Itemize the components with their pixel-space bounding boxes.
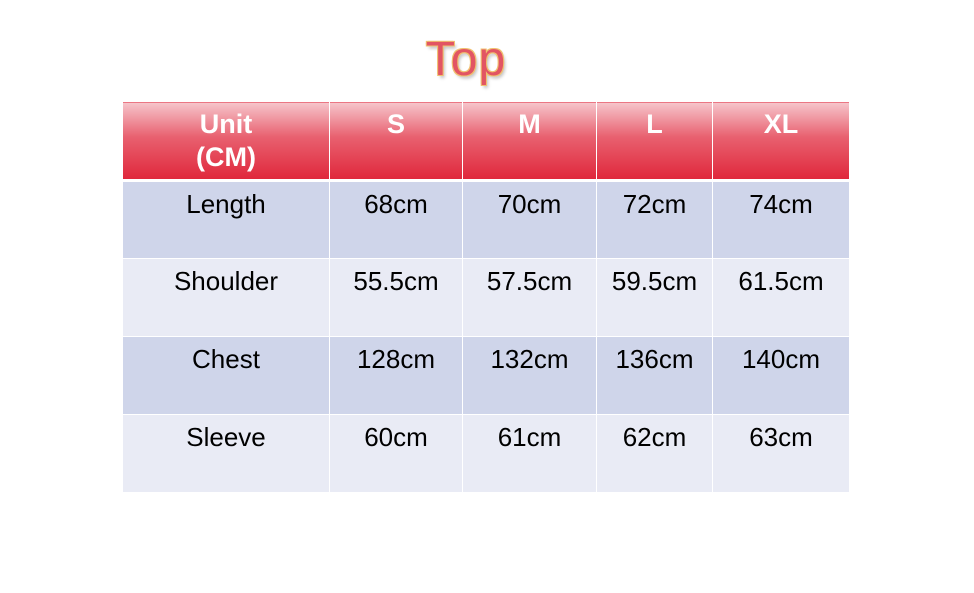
cell: 140cm bbox=[712, 336, 850, 415]
header-xl: XL bbox=[712, 101, 850, 182]
cell: 136cm bbox=[596, 336, 713, 415]
cell: 59.5cm bbox=[596, 258, 713, 337]
table-row: Sleeve 60cm 61cm 62cm 63cm bbox=[122, 414, 850, 493]
cell: 63cm bbox=[712, 414, 850, 493]
cell: 62cm bbox=[596, 414, 713, 493]
cell: 132cm bbox=[462, 336, 597, 415]
cell: 55.5cm bbox=[329, 258, 463, 337]
table-row: Shoulder 55.5cm 57.5cm 59.5cm 61.5cm bbox=[122, 258, 850, 337]
header-m: M bbox=[462, 101, 597, 182]
page-title: Top bbox=[425, 33, 507, 86]
cell: 57.5cm bbox=[462, 258, 597, 337]
table-row: Length 68cm 70cm 72cm 74cm bbox=[122, 180, 850, 259]
size-table: Unit (CM) S M L XL Length 68cm 70cm 72cm … bbox=[122, 101, 850, 493]
row-label: Chest bbox=[122, 336, 330, 415]
header-unit-sub: (CM) bbox=[196, 142, 256, 172]
header-unit: Unit (CM) bbox=[122, 101, 330, 182]
cell: 74cm bbox=[712, 180, 850, 259]
row-label: Length bbox=[122, 180, 330, 259]
cell: 70cm bbox=[462, 180, 597, 259]
row-label: Sleeve bbox=[122, 414, 330, 493]
header-l: L bbox=[596, 101, 713, 182]
cell: 128cm bbox=[329, 336, 463, 415]
cell: 61cm bbox=[462, 414, 597, 493]
cell: 72cm bbox=[596, 180, 713, 259]
header-unit-label: Unit bbox=[199, 109, 253, 139]
cell: 68cm bbox=[329, 180, 463, 259]
cell: 60cm bbox=[329, 414, 463, 493]
header-s: S bbox=[329, 101, 463, 182]
cell: 61.5cm bbox=[712, 258, 850, 337]
table-row: Chest 128cm 132cm 136cm 140cm bbox=[122, 336, 850, 415]
row-label: Shoulder bbox=[122, 258, 330, 337]
header-row: Unit (CM) S M L XL bbox=[122, 101, 850, 182]
